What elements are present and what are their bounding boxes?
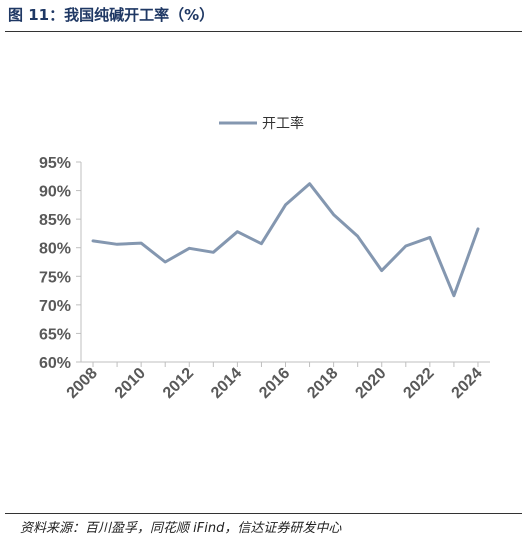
series-line-group [91,182,480,298]
y-tick-label: 60% [39,355,71,372]
y-tick-label: 70% [39,298,71,315]
y-tick-label: 75% [39,269,71,286]
legend-label: 开工率 [262,115,304,132]
x-tick-label: 2024 [449,365,486,402]
x-tick-label: 2022 [400,365,437,402]
x-tick-label: 2010 [112,365,149,402]
title-divider [5,31,522,32]
x-tick-label: 2016 [256,365,293,402]
x-tick-label: 2012 [160,365,197,402]
chart-legend: 开工率 [219,115,304,132]
y-tick-label: 80% [39,241,71,258]
y-tick-label: 65% [39,326,71,343]
y-tick-label: 95% [39,155,71,172]
y-axis-tick-labels: 60% 65% 70% 75% 80% 85% 90% 95% [39,155,71,372]
source-note: 资料来源：百川盈孚，同花顺 iFind，信达证券研发中心 [20,521,342,536]
x-tick-label: 2014 [208,365,245,402]
x-tick-label: 2018 [304,365,341,402]
source-divider [5,513,522,514]
y-tick-label: 85% [39,212,71,229]
figure-title: 图 11：我国纯碱开工率（%） [8,6,215,24]
series-line-operating-rate [91,182,480,298]
chart-axes [76,161,490,367]
x-axis-tick-labels: 2008 2010 2012 2014 2016 2018 2020 2022 2024 [64,365,486,402]
x-tick-label: 2020 [352,365,389,402]
y-tick-label: 90% [39,184,71,201]
line-chart: 开工率 60%65%70%75%80%85%90%95% 2008 2010 201… [39,115,490,402]
